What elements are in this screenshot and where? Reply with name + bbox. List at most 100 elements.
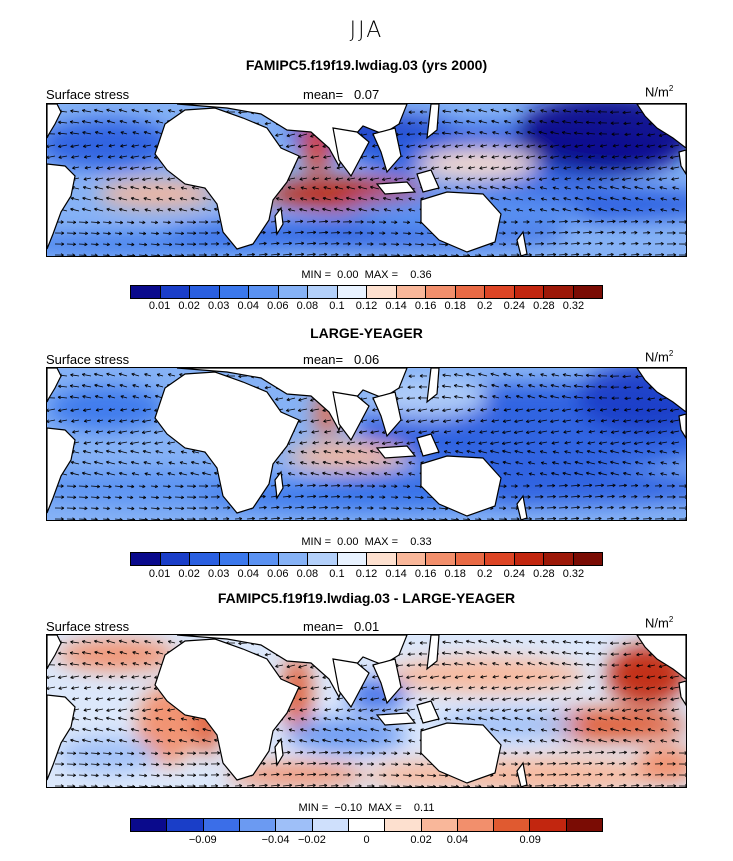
- colorbar-swatch: [573, 286, 602, 298]
- panel-3-variable-label: Surface stress: [46, 619, 130, 634]
- colorbar-swatch: [530, 819, 567, 831]
- colorbar-tick-label: 0.03: [207, 568, 230, 580]
- colorbar-tick-label: 0.14: [385, 568, 407, 580]
- panel-3-units: N/m2: [645, 615, 674, 631]
- colorbar-swatch: [494, 819, 531, 831]
- colorbar-tick-label: 0.08: [296, 568, 319, 580]
- panel-2-minmax: MIN = 0.00 MAX = 0.33: [301, 536, 432, 548]
- colorbar-swatch: [160, 553, 190, 565]
- panel-2-mean-label: mean= 0.06: [303, 352, 380, 367]
- colorbar-swatch: [190, 286, 220, 298]
- colorbar-swatch: [308, 286, 338, 298]
- panel-1-map: [46, 103, 687, 257]
- colorbar-swatch: [396, 553, 426, 565]
- colorbar-tick-label: 0.1: [329, 568, 345, 580]
- panel-3-map: [46, 634, 687, 788]
- colorbar-tick-label: 0.04: [237, 300, 259, 312]
- colorbar-tick-label: 0.12: [355, 568, 378, 580]
- colorbar-swatch: [544, 553, 574, 565]
- colorbar-tick-label: 0.09: [519, 834, 541, 846]
- colorbar-tick-label: 0.16: [414, 300, 437, 312]
- panel-3-colorbar: [130, 818, 603, 832]
- colorbar-tick-label: 0.24: [503, 568, 526, 580]
- colorbar-tick-label: 0.2: [477, 568, 493, 580]
- colorbar-swatch: [312, 819, 349, 831]
- colorbar-swatch: [421, 819, 458, 831]
- colorbar-swatch: [566, 819, 603, 831]
- colorbar-swatch: [278, 553, 308, 565]
- season-title: JJA: [349, 18, 384, 43]
- colorbar-tick-label: 0.02: [178, 568, 200, 580]
- colorbar-tick-label: 0.03: [207, 300, 230, 312]
- colorbar-swatch: [485, 286, 515, 298]
- colorbar-swatch: [367, 553, 397, 565]
- panel-2-map-svg: [47, 368, 686, 520]
- colorbar-swatch: [203, 819, 240, 831]
- panel-1-map-svg: [47, 104, 686, 256]
- panel-1-mean-label: mean= 0.07: [303, 87, 380, 102]
- colorbar-tick-label: 0.06: [267, 300, 289, 312]
- colorbar-tick-label: 0.24: [503, 300, 526, 312]
- colorbar-tick-label: 0.02: [410, 834, 432, 846]
- colorbar-swatch: [544, 286, 574, 298]
- colorbar-swatch: [160, 286, 190, 298]
- colorbar-tick-label: 0: [363, 834, 370, 846]
- colorbar-tick-label: 0.18: [444, 300, 466, 312]
- panel-2-units: N/m2: [645, 349, 674, 365]
- panel-2-colorbar: [130, 552, 603, 566]
- panel-3-title: FAMIPC5.f19f19.lwdiag.03 - LARGE-YEAGER: [217, 590, 516, 606]
- colorbar-tick-label: 0.16: [414, 568, 437, 580]
- colorbar-tick-label: 0.08: [296, 300, 319, 312]
- panel-1-title: FAMIPC5.f19f19.lwdiag.03 (yrs 2000): [245, 57, 488, 73]
- colorbar-swatch: [219, 286, 249, 298]
- colorbar-swatch: [514, 553, 544, 565]
- panel-2-mean-value: 0.06: [353, 352, 380, 367]
- colorbar-swatch: [249, 286, 279, 298]
- panel-1-variable-label: Surface stress: [46, 87, 130, 102]
- panel-3-minmax: MIN = −0.10 MAX = 0.11: [298, 802, 435, 814]
- colorbar-swatch: [276, 819, 313, 831]
- panel-2-variable-label: Surface stress: [46, 352, 130, 367]
- colorbar-swatch: [573, 553, 602, 565]
- colorbar-tick-label: −0.02: [298, 834, 326, 846]
- colorbar-tick-label: 0.02: [178, 300, 200, 312]
- colorbar-tick-label: 0.04: [446, 834, 469, 846]
- panel-3-mean-value: 0.01: [353, 619, 380, 634]
- colorbar-tick-label: 0.1: [329, 300, 345, 312]
- colorbar-tick-label: 0.04: [237, 568, 259, 580]
- colorbar-swatch: [278, 286, 308, 298]
- colorbar-swatch: [426, 286, 456, 298]
- colorbar-swatch: [426, 553, 456, 565]
- colorbar-tick-label: 0.12: [355, 300, 378, 312]
- colorbar-swatch: [190, 553, 220, 565]
- panel-3-mean-label: mean= 0.01: [303, 619, 380, 634]
- colorbar-tick-label: 0.14: [385, 300, 407, 312]
- colorbar-tick-label: 0.32: [562, 568, 585, 580]
- colorbar-swatch: [337, 553, 367, 565]
- colorbar-swatch: [239, 819, 277, 831]
- colorbar-swatch: [514, 286, 544, 298]
- panel-2-colorbar-ticks: 0.01 0.02 0.03 0.04 0.06 0.08 0.1 0.12 0.14 0.16 0…: [130, 568, 603, 582]
- panel-1-mean-value: 0.07: [353, 87, 380, 102]
- panel-1-minmax: MIN = 0.00 MAX = 0.36: [301, 269, 432, 281]
- colorbar-swatch: [348, 819, 386, 831]
- colorbar-swatch: [457, 819, 495, 831]
- colorbar-swatch: [308, 553, 338, 565]
- colorbar-tick-label: 0.2: [477, 300, 493, 312]
- colorbar-swatch: [485, 553, 515, 565]
- colorbar-tick-label: 0.32: [562, 300, 585, 312]
- colorbar-tick-label: −0.09: [188, 834, 217, 846]
- colorbar-swatch: [131, 819, 168, 831]
- colorbar-tick-label: 0.28: [533, 300, 555, 312]
- panel-2-title: LARGE-YEAGER: [310, 325, 423, 341]
- colorbar-swatch: [367, 286, 397, 298]
- panel-2-map: [46, 367, 687, 521]
- colorbar-swatch: [455, 286, 485, 298]
- colorbar-swatch: [337, 286, 367, 298]
- colorbar-swatch: [455, 553, 485, 565]
- colorbar-tick-label: 0.01: [148, 300, 171, 312]
- colorbar-swatch: [385, 819, 422, 831]
- colorbar-swatch: [219, 553, 249, 565]
- colorbar-swatch: [167, 819, 204, 831]
- panel-3-map-svg: [47, 635, 686, 787]
